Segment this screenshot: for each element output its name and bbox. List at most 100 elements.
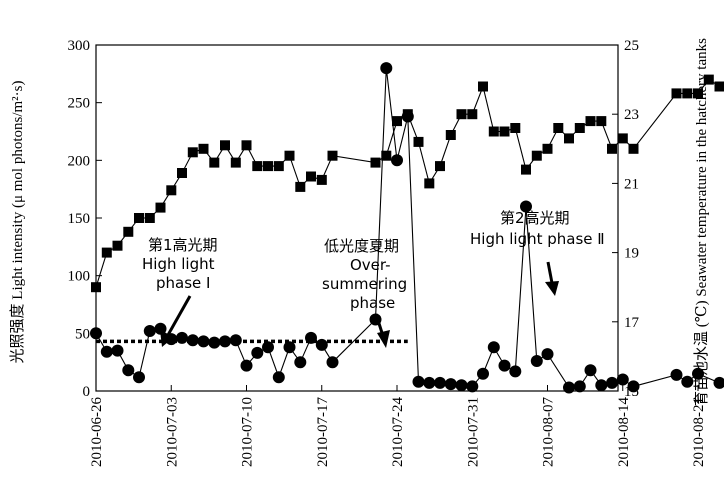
series [90, 62, 724, 394]
light-point [466, 380, 479, 393]
light-point [595, 379, 608, 392]
temperature-point [252, 161, 263, 172]
temperature-point [445, 130, 456, 140]
annotation-summer-line-4: phase [350, 294, 395, 312]
light-point [283, 341, 296, 354]
temperature-point [607, 143, 617, 154]
x-tick-label: 2010-07-24 [390, 397, 406, 467]
x-tick-label: 2010-07-31 [465, 397, 481, 467]
temperature-point [596, 116, 607, 127]
x-tick-label: 2010-07-10 [240, 397, 256, 467]
light-point [90, 327, 102, 340]
light-point [111, 344, 124, 357]
light-point [573, 380, 586, 393]
light-point [208, 336, 221, 349]
annotations: 第1高光期 High light phase Ⅰ 低光度夏期 Over- sum… [142, 209, 605, 312]
temperature-point [628, 143, 639, 154]
temperature-point [155, 202, 166, 213]
temperature-point [230, 157, 241, 168]
temperature-point [585, 116, 596, 127]
temperature-point [144, 213, 155, 223]
temperature-point [542, 143, 553, 154]
light-point [294, 356, 307, 369]
temperature-point [187, 147, 198, 158]
light-point [315, 338, 328, 351]
light-point [606, 376, 618, 389]
temperature-point [617, 133, 628, 144]
temperature-point [263, 161, 273, 172]
annotation-summer-line-3: summering [322, 275, 407, 293]
temperature-point [112, 240, 123, 251]
light-point [563, 381, 575, 394]
light-point [154, 322, 167, 335]
temperature-point [435, 161, 445, 172]
light-point [670, 368, 683, 381]
right-tick-label: 23 [624, 107, 639, 123]
temperature-point [306, 171, 316, 182]
temperature-point [392, 116, 402, 127]
annotation-phase-2-line-2: High light phase Ⅱ [470, 230, 605, 248]
light-point [240, 359, 253, 372]
light-point [434, 376, 446, 389]
temperature-point [693, 88, 703, 99]
light-point [391, 154, 403, 167]
temperature-point [574, 123, 585, 133]
temperature-point [381, 150, 392, 161]
x-tick-label: 2010-08-14 [616, 397, 632, 467]
right-axis-label: 育苗池水温 (℃) Seawater temperature in the ha… [693, 38, 710, 406]
left-tick-label: 0 [83, 384, 91, 400]
temperature-point [177, 168, 187, 178]
light-point [412, 375, 425, 388]
light-point [423, 376, 436, 389]
light-point [509, 365, 522, 378]
temperature-point [91, 282, 101, 293]
left-axis-label: 光照强度 Light intensity (μ mol photons/m²·s… [9, 81, 26, 364]
light-point [262, 341, 274, 354]
left-tick-label: 50 [75, 326, 90, 342]
light-point [477, 367, 489, 380]
temperature-point [553, 123, 564, 133]
right-tick-label: 19 [624, 246, 639, 262]
light-point [627, 380, 640, 393]
temperature-point [220, 140, 230, 151]
light-point [713, 376, 724, 389]
temperature-point [682, 88, 693, 99]
light-point [530, 355, 543, 367]
temperature-point [456, 109, 467, 120]
temperature-point [316, 174, 327, 185]
temperature-point [499, 126, 510, 137]
light-point [401, 110, 414, 123]
thresholds [96, 339, 408, 344]
annotation-summer-line-1: 低光度夏期 [324, 237, 399, 255]
arrow-summer-head [377, 330, 390, 348]
arrow-phase-2-shaft [546, 261, 554, 284]
temperature-point [488, 126, 499, 137]
temperature-point [703, 74, 714, 85]
left-tick-label: 300 [68, 38, 91, 54]
light-point [616, 373, 629, 386]
arrow-phase-1-head [160, 330, 174, 347]
light-point [133, 371, 145, 384]
temperature-point [273, 161, 284, 172]
light-point [143, 325, 156, 337]
temperature-point [101, 247, 112, 258]
temperature-point [424, 178, 435, 189]
temperature-point [714, 81, 724, 92]
light-point [251, 346, 264, 359]
temperature-point [123, 226, 134, 237]
arrow-phase-2-head [545, 281, 559, 296]
light-point [487, 341, 500, 354]
annotation-phase-1-line-3: phase Ⅰ [156, 274, 210, 292]
light-point [520, 200, 532, 213]
ticks: 0501001502002503001517192123252010-06-26… [68, 38, 708, 467]
annotation-arrows [160, 261, 559, 348]
temperature-point [521, 164, 531, 175]
temperature-point [209, 157, 220, 168]
light-point [692, 367, 704, 380]
x-tick-label: 2010-07-03 [164, 397, 180, 467]
light-point [186, 334, 199, 347]
left-tick-label: 200 [68, 153, 91, 169]
temperature-point [413, 136, 424, 147]
temperature-point [134, 213, 144, 223]
